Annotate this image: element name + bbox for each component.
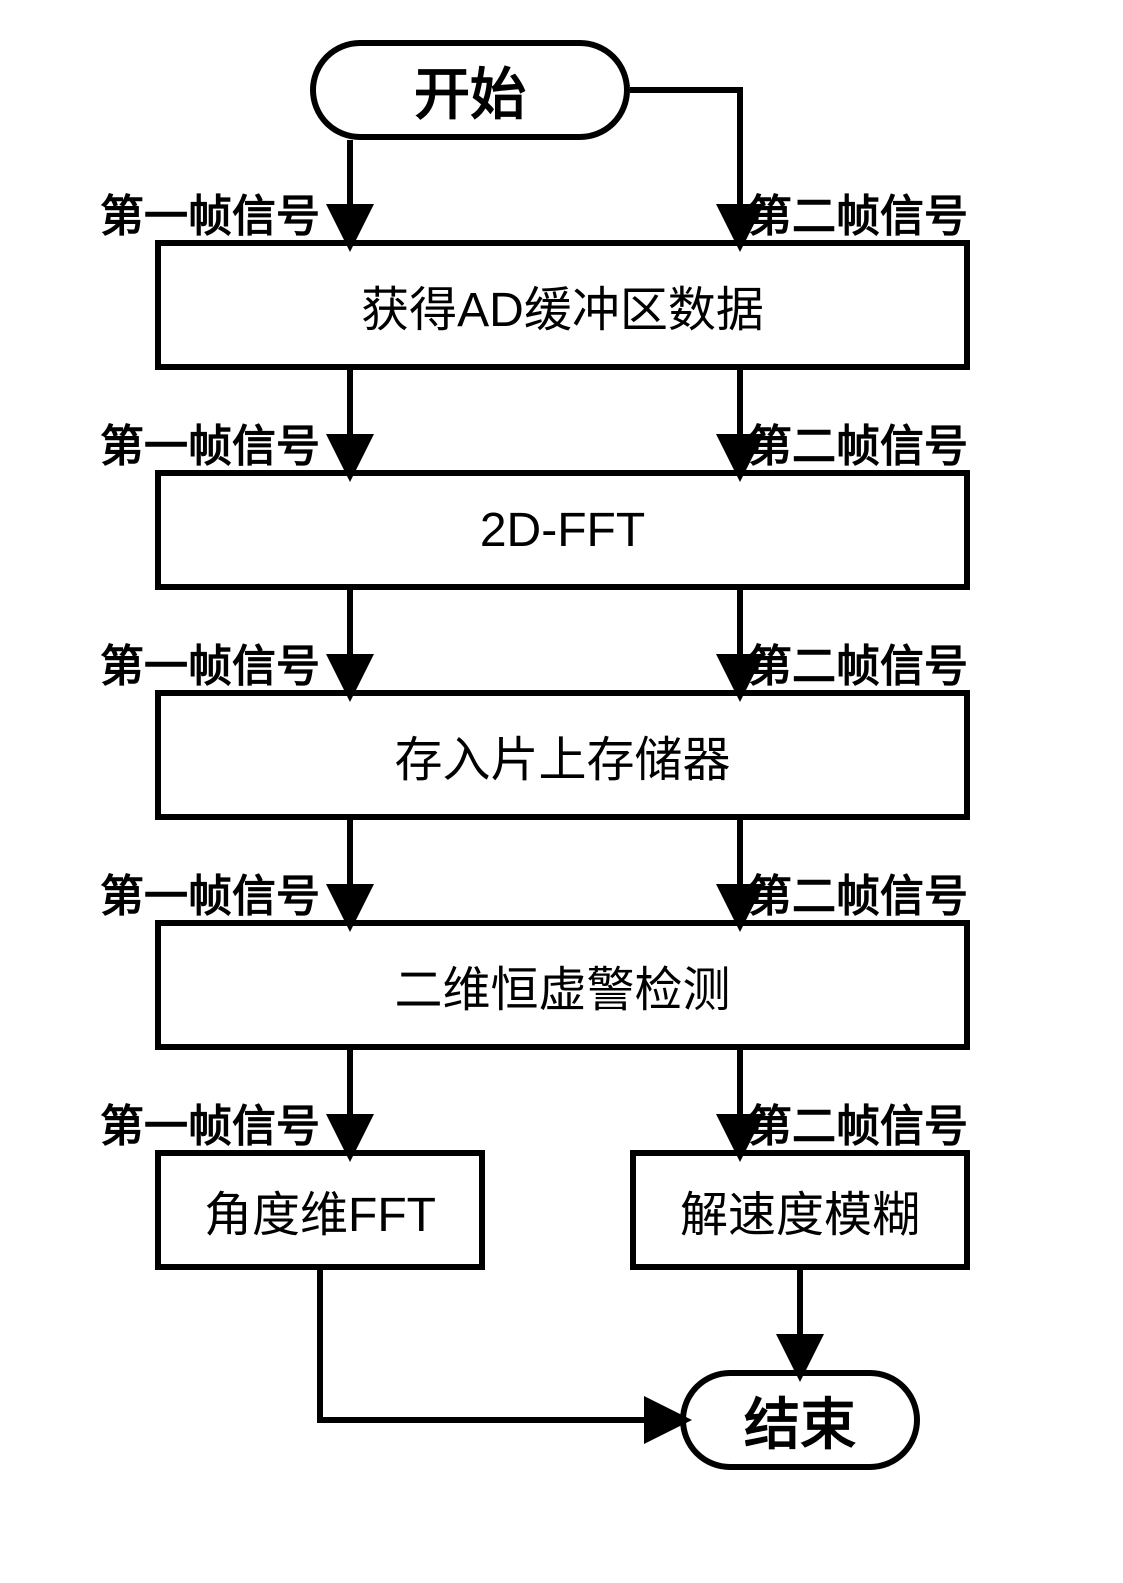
end-text: 结束 xyxy=(744,1380,856,1461)
cfar-text: 二维恒虚警检测 xyxy=(394,950,730,1020)
flow-step-velocity: 解速度模糊 xyxy=(630,1150,970,1270)
flow-start: 开始 xyxy=(310,40,630,140)
flow-step-2dfft: 2D-FFT xyxy=(155,470,970,590)
flow-end: 结束 xyxy=(680,1370,920,1470)
ad-buffer-text: 获得AD缓冲区数据 xyxy=(361,270,764,340)
edge-label-3a: 第一帧信号 xyxy=(100,630,320,694)
flow-step-store: 存入片上存储器 xyxy=(155,690,970,820)
fft-text: 2D-FFT xyxy=(480,503,645,558)
flow-step-angle-fft: 角度维FFT xyxy=(155,1150,485,1270)
flow-step-ad-buffer: 获得AD缓冲区数据 xyxy=(155,240,970,370)
edge-label-2a: 第一帧信号 xyxy=(100,410,320,474)
edge-label-2b: 第二帧信号 xyxy=(748,410,968,474)
edge-label-1a: 第一帧信号 xyxy=(100,180,320,244)
edge-label-1b: 第二帧信号 xyxy=(748,180,968,244)
flow-step-cfar: 二维恒虚警检测 xyxy=(155,920,970,1050)
store-text: 存入片上存储器 xyxy=(394,720,730,790)
edge-label-5b: 第二帧信号 xyxy=(748,1090,968,1154)
edge-label-4b: 第二帧信号 xyxy=(748,860,968,924)
edge-label-3b: 第二帧信号 xyxy=(748,630,968,694)
start-text: 开始 xyxy=(414,50,526,131)
velocity-text: 解速度模糊 xyxy=(680,1175,920,1245)
angle-fft-text: 角度维FFT xyxy=(204,1175,436,1245)
edge-label-5a: 第一帧信号 xyxy=(100,1090,320,1154)
edge-label-4a: 第一帧信号 xyxy=(100,860,320,924)
